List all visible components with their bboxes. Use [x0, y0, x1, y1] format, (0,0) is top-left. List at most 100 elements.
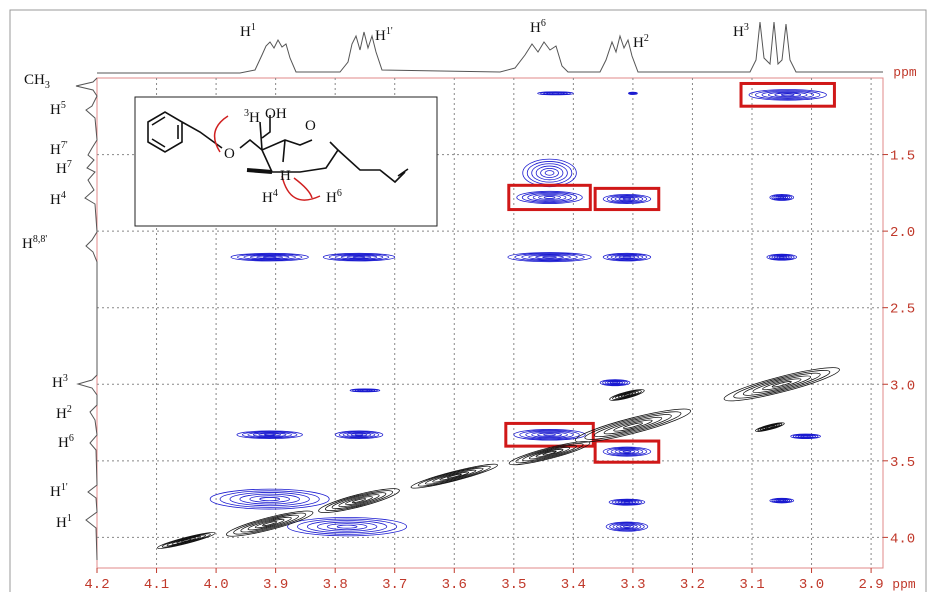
contour: [766, 253, 798, 261]
label-sup: 8,8': [33, 234, 48, 245]
left-trace: [75, 77, 98, 561]
peak: [723, 367, 840, 402]
label-sup: 6: [69, 433, 74, 444]
peak: [507, 252, 592, 263]
label-text: H: [733, 24, 744, 40]
peak-label: H7': [50, 140, 68, 158]
contour: [543, 433, 556, 437]
x-tick-label: 3.5: [501, 577, 526, 592]
contour: [769, 193, 795, 201]
contour: [306, 520, 388, 534]
contour: [237, 253, 303, 261]
peak-label: H3: [52, 373, 68, 391]
y-axis-label: ppm: [893, 65, 917, 80]
highlight-box: [739, 81, 836, 108]
contour: [623, 501, 631, 504]
peak: [608, 498, 646, 506]
contour: [240, 514, 299, 533]
peak-label: H5: [50, 100, 66, 118]
x-tick-label: 3.2: [680, 577, 705, 592]
highlight-box: [593, 439, 661, 464]
label-text: H: [240, 24, 251, 40]
x-tick-label: 4.0: [203, 577, 228, 592]
contour: [606, 447, 648, 456]
contour: [775, 195, 789, 200]
contour: [446, 473, 462, 479]
contour: [345, 496, 373, 506]
contour: [602, 446, 652, 457]
label-text: H: [375, 28, 386, 44]
label-text: H: [249, 110, 260, 126]
contour: [525, 430, 574, 439]
x-tick-label: 2.9: [858, 577, 883, 592]
contour: [262, 521, 278, 527]
contour: [778, 256, 785, 259]
contour: [515, 443, 584, 464]
contour: [802, 435, 809, 438]
contour: [535, 165, 564, 181]
contour: [620, 500, 634, 504]
peak: [209, 488, 330, 510]
contour: [243, 254, 296, 261]
label-sub: 3: [45, 80, 50, 91]
label-sup: 1: [251, 22, 256, 33]
contour: [771, 194, 793, 201]
contour: [604, 380, 626, 386]
contour: [252, 432, 287, 438]
contour: [350, 433, 368, 437]
contour: [254, 518, 285, 529]
peak-label: H1': [375, 26, 393, 44]
highlight-box: [504, 421, 595, 448]
structure-label: O: [305, 118, 316, 134]
contour: [622, 422, 643, 429]
contour: [161, 533, 211, 548]
contour: [603, 416, 663, 435]
peak: [574, 408, 692, 443]
contour: [602, 193, 652, 204]
contour: [610, 195, 644, 203]
label-text: H: [50, 192, 61, 208]
label-sup: 4: [61, 190, 66, 201]
label-text: H: [52, 375, 63, 391]
x-tick-label: 3.9: [263, 577, 288, 592]
structure: [134, 96, 438, 227]
peak: [349, 388, 381, 393]
y-tick-label: 4.0: [890, 531, 915, 547]
contour: [615, 391, 639, 399]
contour: [324, 490, 394, 511]
contour: [584, 411, 682, 440]
contour: [614, 196, 640, 202]
y-tick-label: 3.5: [890, 455, 915, 471]
contour: [249, 254, 290, 260]
contour: [599, 379, 631, 387]
contour: [602, 379, 628, 386]
contour: [617, 500, 637, 505]
contour: [742, 372, 821, 396]
label-text: H: [326, 190, 337, 206]
x-tick-label: 3.6: [442, 577, 467, 592]
contour: [342, 431, 376, 438]
contour: [605, 521, 649, 532]
contour: [768, 254, 795, 261]
contour: [771, 381, 792, 388]
arrow: [293, 177, 313, 199]
label-sup: 3: [744, 22, 749, 33]
contour: [780, 93, 795, 97]
contour: [617, 391, 637, 399]
contour: [439, 471, 470, 481]
peak: [769, 193, 795, 201]
contour: [297, 518, 398, 535]
arrow: [213, 115, 229, 153]
contour: [336, 524, 358, 529]
contour: [219, 490, 320, 508]
contour: [631, 92, 635, 95]
peak: [605, 521, 649, 532]
contour: [755, 89, 821, 100]
contour: [432, 469, 477, 483]
contour: [181, 538, 192, 543]
structure-label: 3H: [244, 108, 260, 126]
contour: [247, 516, 292, 531]
peak-label: H3: [733, 22, 749, 40]
contour: [287, 517, 408, 537]
contour: [776, 255, 788, 259]
